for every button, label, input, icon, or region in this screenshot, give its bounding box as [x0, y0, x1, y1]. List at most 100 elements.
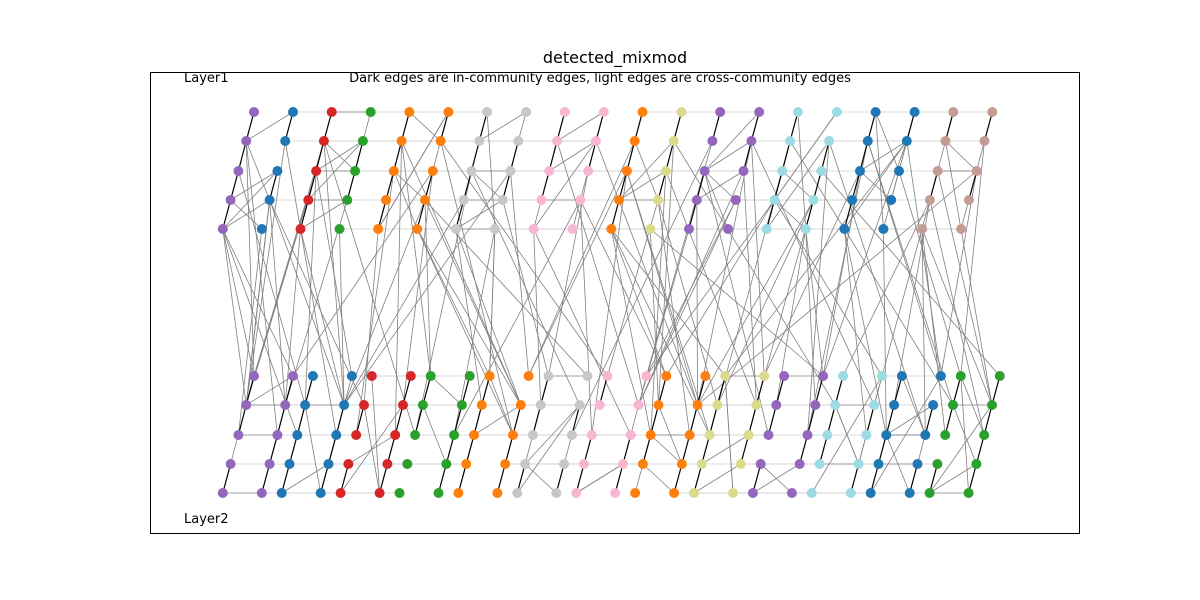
node-purple: [818, 371, 829, 381]
inter-layer-edge: [650, 170, 667, 436]
node-gray: [482, 107, 493, 117]
in-community-edge: [323, 111, 333, 142]
in-community-edge: [906, 111, 916, 142]
in-community-edge: [354, 140, 364, 172]
inter-layer-edge: [300, 228, 345, 406]
in-community-edge: [709, 404, 718, 436]
in-community-edge: [610, 199, 620, 230]
in-community-edge: [340, 463, 349, 494]
node-orange: [630, 488, 641, 498]
in-community-edge: [575, 463, 585, 494]
node-orange: [373, 224, 384, 234]
node-blue: [847, 195, 858, 205]
node-olive: [704, 430, 715, 440]
group-edge: [575, 463, 624, 494]
in-community-edge: [834, 375, 844, 406]
group-edge: [230, 170, 278, 201]
node-orange: [700, 371, 711, 381]
in-community-edge: [548, 140, 558, 172]
group-edge: [704, 140, 752, 172]
inter-layer-edge: [416, 228, 490, 377]
node-purple: [746, 136, 757, 146]
in-community-edge: [461, 375, 471, 406]
node-pink: [602, 371, 613, 381]
inter-layer-edge: [245, 140, 286, 406]
in-community-edge: [773, 170, 783, 201]
inter-layer-edge: [697, 199, 814, 406]
in-community-edge: [453, 404, 463, 436]
in-community-edge: [401, 111, 410, 142]
node-pink: [641, 371, 652, 381]
node-pink: [618, 459, 628, 469]
node-gray: [513, 136, 524, 146]
node-olive: [689, 488, 699, 498]
group-edge: [752, 463, 800, 494]
node-cyan: [769, 195, 780, 205]
inter-layer-edge: [455, 228, 522, 406]
group-edge: [618, 170, 667, 201]
node-orange: [676, 459, 687, 469]
node-purple: [810, 400, 821, 410]
node-orange: [435, 136, 446, 146]
group-edge: [430, 375, 463, 406]
in-community-edge: [496, 463, 506, 494]
node-cyan: [785, 136, 796, 146]
inter-layer-edge: [222, 228, 255, 377]
inter-layer-edge: [626, 170, 698, 406]
node-purple: [771, 400, 782, 410]
node-blue: [912, 459, 923, 469]
inter-layer-edge: [363, 228, 379, 406]
in-community-edge: [532, 404, 542, 436]
inter-layer-edge: [751, 140, 875, 406]
in-community-edge: [952, 375, 962, 406]
node-pink: [552, 136, 562, 146]
inter-layer-edge: [937, 170, 993, 406]
node-gray: [466, 166, 477, 176]
in-community-edge: [766, 199, 776, 230]
group-edge: [929, 404, 993, 494]
inter-layer-edge: [822, 170, 861, 377]
in-community-edge: [599, 375, 608, 406]
node-cyan: [869, 400, 880, 410]
group-edge: [340, 404, 404, 494]
node-purple: [691, 195, 702, 205]
in-community-edge: [689, 404, 699, 436]
inter-layer-edge: [269, 199, 345, 406]
in-community-edge: [595, 111, 605, 142]
node-red: [295, 224, 306, 234]
group-edge: [393, 170, 418, 230]
in-community-edge: [281, 463, 291, 494]
in-community-edge: [478, 111, 488, 142]
in-community-edge: [445, 434, 455, 465]
group-edge: [859, 140, 908, 172]
group-edge: [782, 170, 814, 201]
inter-layer-edge: [269, 199, 365, 406]
node-pink: [544, 166, 555, 176]
in-community-edge: [304, 375, 314, 406]
group-edge: [245, 111, 294, 142]
group-edge: [479, 111, 527, 142]
node-olive: [712, 400, 723, 410]
inter-layer-edge: [638, 199, 737, 406]
layer2-label: Layer2: [184, 512, 229, 527]
node-pink: [536, 195, 547, 205]
node-orange: [515, 400, 526, 410]
inter-layer-edge: [424, 199, 522, 406]
group-edge: [315, 140, 364, 172]
node-purple: [730, 195, 741, 205]
inter-layer-edge: [253, 140, 325, 377]
node-gray: [497, 195, 508, 205]
group-edge: [348, 434, 396, 465]
node-orange: [388, 166, 399, 176]
node-orange: [684, 430, 695, 440]
group-edge: [650, 434, 683, 465]
node-orange: [412, 224, 423, 234]
in-community-edge: [701, 434, 711, 465]
node-gray: [582, 371, 593, 381]
in-community-edge: [885, 404, 895, 436]
in-community-edge: [465, 434, 475, 465]
in-community-edge: [696, 375, 706, 406]
in-community-edge: [755, 375, 765, 406]
group-edge: [524, 404, 580, 465]
in-community-edge: [767, 404, 777, 436]
